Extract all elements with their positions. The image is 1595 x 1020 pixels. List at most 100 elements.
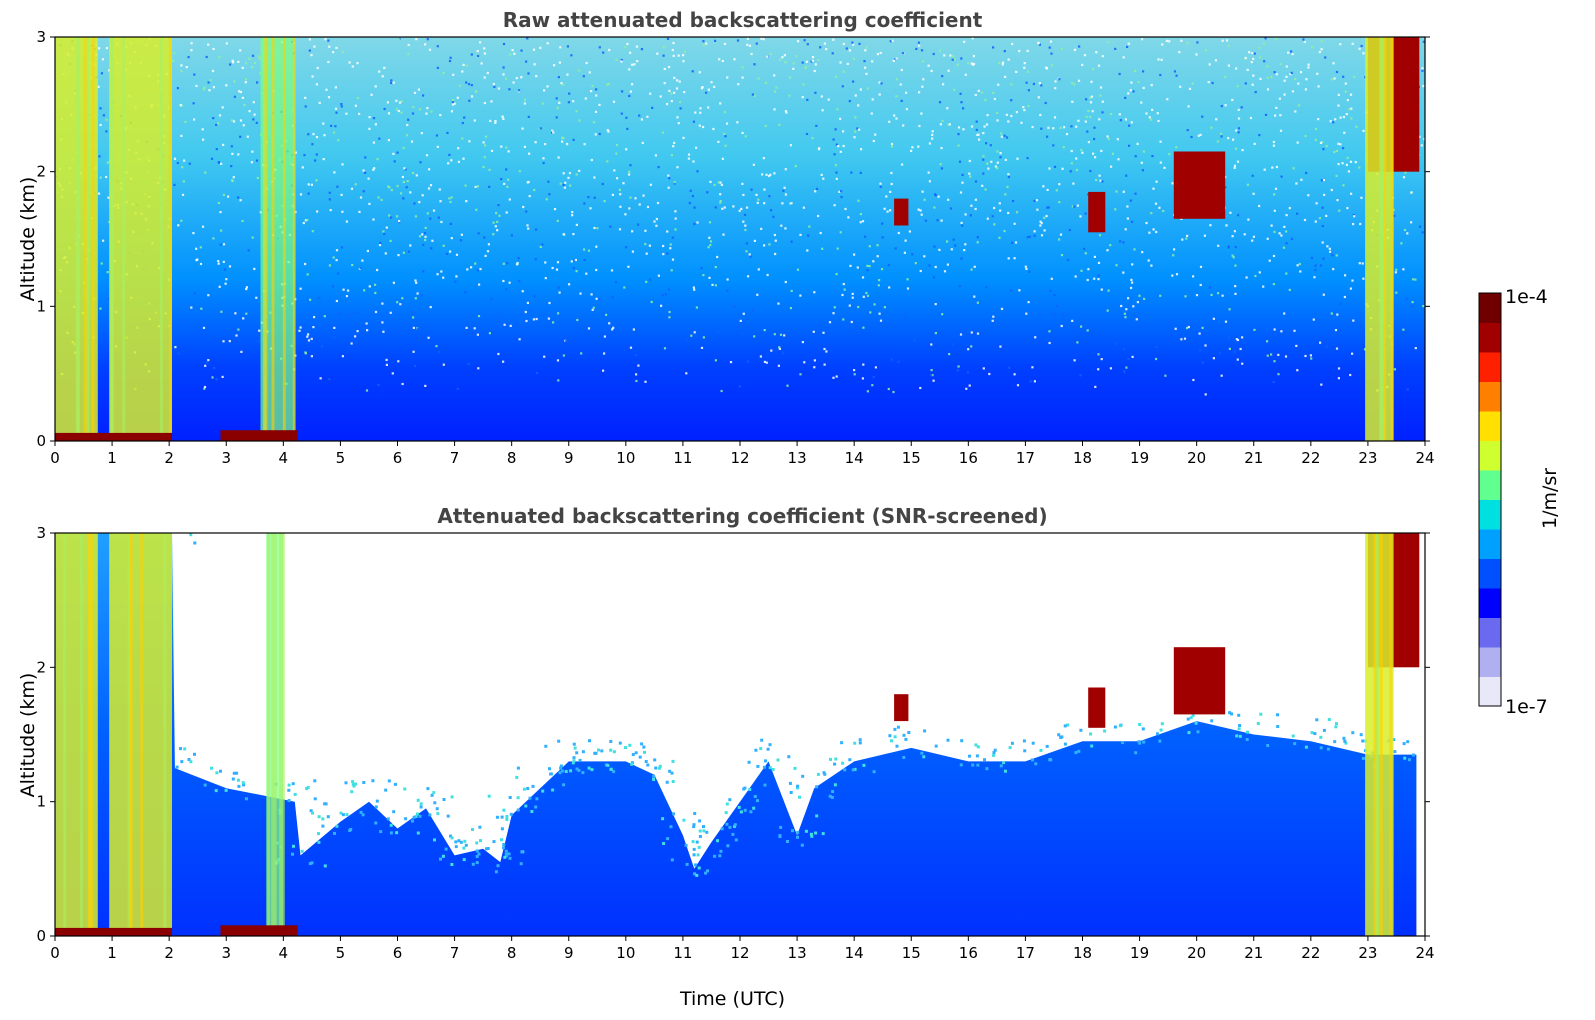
- edge-speck: [1230, 712, 1233, 716]
- noise-speck: [688, 201, 691, 205]
- edge-speck: [333, 831, 336, 835]
- noise-speck: [449, 200, 452, 204]
- x-tick-label: 16: [959, 449, 978, 467]
- noise-speck: [378, 70, 381, 73]
- column-core: [122, 37, 126, 441]
- noise-speck: [332, 256, 335, 259]
- noise-speck: [1290, 50, 1293, 53]
- column-core: [1389, 533, 1393, 936]
- noise-speck: [1086, 329, 1089, 332]
- noise-speck: [1245, 276, 1248, 279]
- noise-speck: [477, 54, 480, 57]
- noise-speck: [1272, 254, 1276, 258]
- edge-speck: [1138, 723, 1142, 726]
- edge-speck: [638, 755, 642, 759]
- noise-speck: [959, 92, 962, 95]
- noise-speck: [1296, 264, 1299, 267]
- edge-speck: [788, 781, 792, 785]
- noise-speck: [1074, 275, 1077, 278]
- noise-speck: [1131, 263, 1134, 266]
- noise-speck: [244, 81, 247, 84]
- noise-speck: [464, 184, 467, 187]
- noise-speck: [1159, 140, 1162, 143]
- edge-speck: [796, 784, 800, 788]
- edge-speck: [739, 810, 743, 814]
- noise-speck: [635, 45, 638, 48]
- noise-speck: [1142, 86, 1145, 90]
- noise-speck: [463, 116, 466, 119]
- noise-speck: [835, 375, 838, 378]
- noise-speck: [496, 220, 499, 223]
- noise-speck: [627, 265, 630, 268]
- noise-speck: [878, 312, 881, 315]
- x-tick-label: 1: [107, 449, 117, 467]
- noise-speck: [1037, 96, 1040, 99]
- noise-speck: [802, 83, 805, 86]
- noise-speck: [341, 163, 344, 166]
- edge-speck: [630, 762, 634, 766]
- noise-speck: [1258, 46, 1261, 49]
- edge-speck: [693, 812, 697, 815]
- noise-speck: [101, 58, 105, 61]
- noise-speck: [1095, 51, 1098, 54]
- noise-speck: [723, 110, 726, 114]
- noise-speck: [1266, 88, 1270, 91]
- noise-speck: [1309, 354, 1312, 357]
- noise-speck: [534, 258, 537, 261]
- edge-speck: [733, 824, 736, 828]
- noise-speck: [676, 116, 679, 119]
- noise-speck: [770, 349, 773, 352]
- noise-speck: [1166, 98, 1169, 101]
- noise-speck: [871, 98, 874, 101]
- noise-speck: [562, 83, 565, 86]
- noise-speck: [1393, 368, 1396, 371]
- noise-speck: [777, 364, 780, 367]
- noise-speck: [853, 253, 856, 256]
- noise-speck: [366, 249, 369, 253]
- noise-speck: [532, 318, 535, 321]
- colorbar-segment: [1479, 381, 1501, 412]
- noise-speck: [845, 47, 848, 50]
- noise-speck: [1227, 336, 1231, 339]
- noise-speck: [740, 207, 743, 210]
- noise-speck: [748, 44, 752, 47]
- noise-speck: [246, 135, 249, 138]
- noise-speck: [1126, 205, 1129, 208]
- column-core: [1390, 37, 1394, 441]
- noise-speck: [505, 146, 508, 149]
- noise-speck: [492, 83, 495, 86]
- edge-speck: [193, 522, 196, 525]
- noise-speck: [640, 118, 643, 121]
- noise-speck: [832, 138, 835, 141]
- noise-speck: [1288, 288, 1291, 291]
- noise-speck: [618, 188, 621, 191]
- noise-speck: [702, 44, 705, 47]
- noise-speck: [1300, 178, 1303, 181]
- x-tick-label: 4: [279, 449, 289, 467]
- noise-speck: [1119, 119, 1122, 122]
- edge-speck: [630, 761, 634, 765]
- noise-speck: [1000, 307, 1004, 310]
- noise-speck: [1352, 223, 1355, 226]
- noise-speck: [889, 190, 892, 193]
- noise-speck: [719, 200, 722, 203]
- noise-speck: [854, 130, 857, 133]
- noise-speck: [1073, 83, 1076, 86]
- noise-speck: [700, 346, 704, 349]
- noise-speck: [1279, 63, 1282, 66]
- edge-speck: [486, 847, 490, 850]
- noise-speck: [1026, 236, 1029, 239]
- noise-speck: [996, 119, 999, 122]
- noise-speck: [634, 354, 637, 357]
- noise-speck: [1322, 148, 1325, 151]
- edge-speck: [450, 863, 454, 866]
- noise-speck: [535, 75, 538, 78]
- noise-speck: [1141, 169, 1144, 172]
- noise-speck: [1126, 45, 1129, 48]
- noise-speck: [918, 124, 921, 128]
- noise-speck: [822, 331, 825, 334]
- noise-speck: [671, 48, 674, 52]
- noise-speck: [865, 72, 868, 75]
- noise-speck: [451, 103, 455, 106]
- top-y-axis-label: Altitude (km): [17, 176, 39, 302]
